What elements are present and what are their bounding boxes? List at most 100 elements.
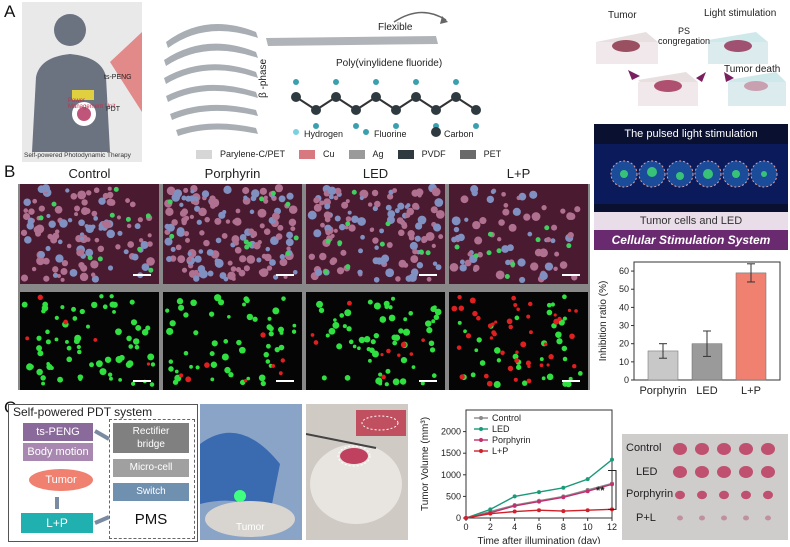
live-cell-dot bbox=[147, 353, 155, 361]
cell-dot bbox=[553, 266, 558, 272]
cell-dot bbox=[459, 259, 465, 265]
cell-dot bbox=[249, 209, 255, 215]
cell-dot bbox=[184, 215, 190, 221]
cell-dot-green bbox=[167, 199, 173, 205]
cell-dot bbox=[431, 187, 441, 197]
cell-dot bbox=[225, 219, 231, 224]
cell-dot bbox=[257, 208, 267, 218]
cell-dot bbox=[449, 262, 459, 272]
dead-cell-dot bbox=[459, 374, 465, 380]
cell-dot bbox=[164, 237, 173, 246]
y-tick-label: 500 bbox=[446, 491, 461, 501]
cell-dot bbox=[23, 208, 29, 213]
cell-dot bbox=[147, 241, 153, 247]
cell-dot bbox=[308, 253, 316, 260]
microscopy-top-image bbox=[20, 184, 159, 284]
y-tick-label: 1000 bbox=[441, 470, 461, 480]
dead-cell-dot bbox=[513, 377, 518, 382]
series-point bbox=[610, 457, 614, 462]
cell-dot bbox=[138, 238, 144, 243]
cell-dot bbox=[398, 229, 405, 237]
block-micro-cell: Micro-cell bbox=[113, 459, 189, 477]
cell-dot bbox=[45, 245, 51, 252]
cell-dot bbox=[214, 217, 222, 225]
process-light-label: Light stimulation bbox=[704, 8, 777, 19]
live-cell-dot bbox=[336, 343, 343, 350]
dead-cell-dot bbox=[280, 358, 285, 363]
live-cell-dot bbox=[89, 362, 94, 368]
column-header-control: Control bbox=[68, 166, 111, 181]
scale-bar bbox=[562, 274, 580, 276]
cell-dot bbox=[290, 226, 296, 232]
live-cell-dot bbox=[65, 339, 69, 344]
live-cell-dot bbox=[266, 324, 273, 330]
dead-cell-dot bbox=[557, 316, 562, 322]
cell-dot bbox=[341, 201, 349, 209]
layer-legend-label: Parylene-C/PET bbox=[220, 149, 286, 159]
cell-dot bbox=[369, 227, 374, 232]
cell-dot bbox=[198, 249, 204, 254]
cell-dot bbox=[387, 193, 394, 200]
live-cell-dot bbox=[258, 374, 266, 382]
cell-dot bbox=[27, 217, 34, 224]
significance-label: ** bbox=[596, 485, 605, 497]
live-cell-dot bbox=[104, 356, 112, 363]
dead-cell-dot bbox=[465, 333, 472, 339]
cell-dot bbox=[313, 197, 320, 204]
cell-dot bbox=[214, 258, 224, 268]
live-cell-dot bbox=[316, 300, 324, 308]
inhibition-bar-chart: 0 10 20 30 40 50 60 Porphyrin LED L+P Inhibition r… bbox=[598, 261, 781, 397]
layer-swatch bbox=[196, 149, 212, 159]
block-body-motion: Body motion bbox=[23, 443, 93, 461]
live-cell-dot bbox=[79, 308, 85, 315]
cell-dot bbox=[412, 248, 418, 255]
cell-dot bbox=[243, 265, 250, 272]
live-cell-dot bbox=[221, 353, 229, 361]
live-cell-dot bbox=[95, 360, 103, 368]
cell-dot bbox=[412, 202, 420, 210]
cell-dot bbox=[559, 261, 568, 269]
live-cell-dot bbox=[71, 306, 76, 312]
cell-dot bbox=[232, 219, 238, 225]
cell-dot bbox=[97, 245, 105, 253]
cell-dot bbox=[544, 262, 554, 271]
cell-dot bbox=[181, 267, 188, 273]
series-point bbox=[512, 509, 517, 514]
live-cell-dot bbox=[428, 340, 435, 347]
tumor-sample bbox=[675, 490, 685, 500]
legend-marker bbox=[479, 416, 483, 420]
live-cell-dot bbox=[393, 334, 401, 341]
cell-dot bbox=[435, 264, 442, 271]
live-cell-dot bbox=[246, 376, 251, 381]
cell-dot bbox=[433, 223, 442, 232]
cell-dot bbox=[116, 215, 122, 220]
cell-dot bbox=[33, 225, 42, 234]
cell-dot-green bbox=[97, 256, 103, 262]
column-header-led: LED bbox=[362, 166, 389, 181]
cell-dot bbox=[170, 246, 176, 252]
cell-dot bbox=[79, 272, 89, 282]
dead-cell-dot bbox=[421, 338, 425, 343]
microscopy-bottom-image bbox=[449, 292, 588, 390]
live-cell-dot bbox=[29, 364, 34, 370]
legend-label: Control bbox=[492, 413, 521, 423]
live-cell-dot bbox=[493, 347, 501, 354]
cell-dot bbox=[367, 202, 373, 207]
flexible-label: Flexible bbox=[378, 22, 413, 33]
cell-dot bbox=[373, 276, 380, 283]
live-cell-dot bbox=[109, 294, 114, 299]
cell-dot bbox=[81, 199, 88, 206]
cell-dot bbox=[345, 216, 352, 222]
dead-cell-dot bbox=[546, 363, 550, 367]
live-cell-dot bbox=[457, 320, 462, 325]
cell-dot bbox=[126, 223, 132, 229]
live-cell-dot bbox=[195, 365, 200, 370]
live-cell-dot bbox=[66, 345, 72, 351]
live-cell-dot bbox=[385, 368, 391, 374]
y-tick-label: 60 bbox=[619, 266, 629, 276]
cell-dot bbox=[185, 237, 190, 243]
live-cell-dot bbox=[398, 328, 404, 334]
cell-dot bbox=[106, 198, 115, 206]
tumor-sample bbox=[719, 490, 729, 500]
live-cell-dot bbox=[178, 304, 185, 311]
